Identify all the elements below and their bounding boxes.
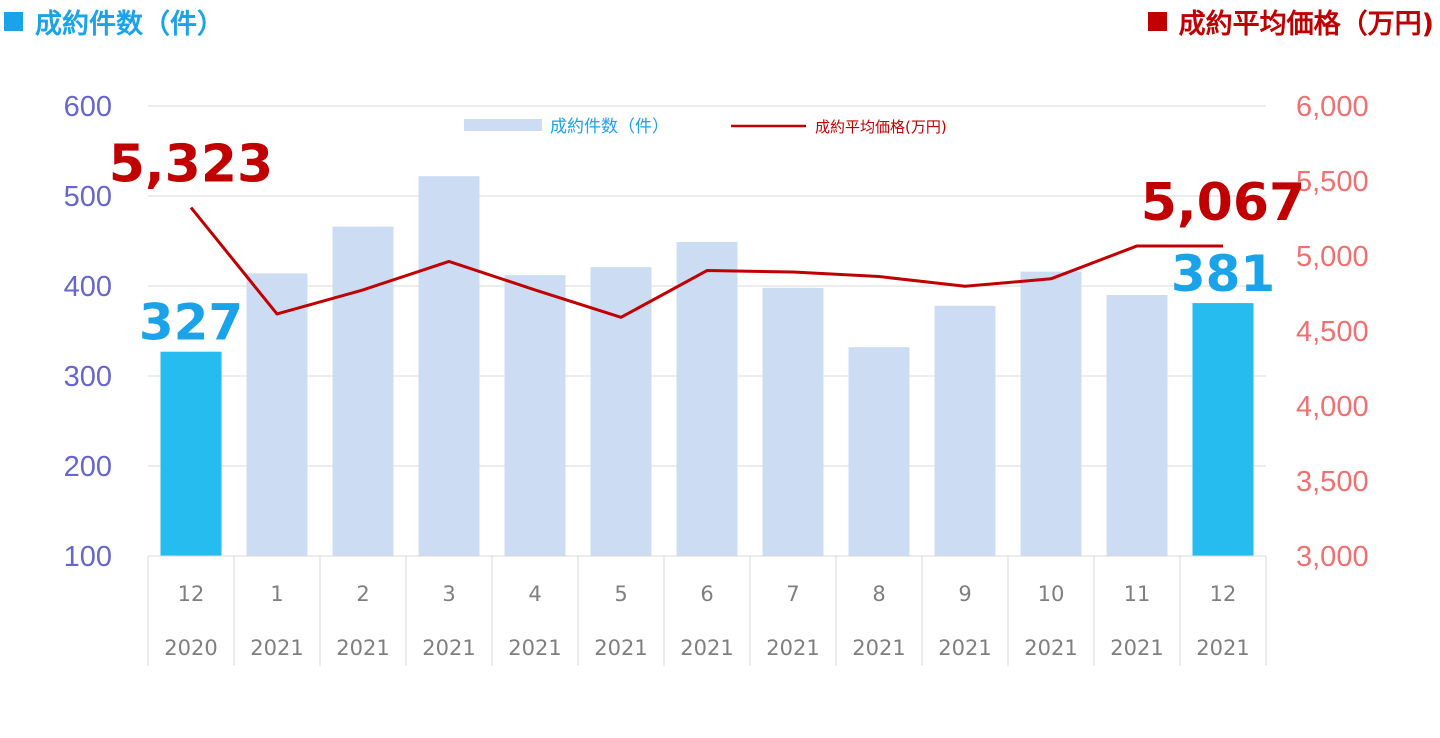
right-tick-label: 6,000 [1296,91,1369,123]
legend-bar-swatch [464,119,542,131]
bar-7 [762,287,824,556]
left-tick-label: 300 [64,361,112,393]
month-label: 11 [1124,582,1151,606]
month-label: 1 [270,582,283,606]
right-tick-label: 4,000 [1296,391,1369,423]
right-tick-label: 5,500 [1296,166,1369,198]
legend-line-label: 成約平均価格(万円) [815,118,947,136]
left-tick-label: 500 [64,181,112,213]
year-label: 2021 [508,636,561,660]
year-label: 2021 [1110,636,1163,660]
category-axis: 12 2020 1 2021 2 2021 3 2021 4 2021 5 2021 6 2021 7 202… [147,555,1267,666]
right-tick-label: 3,000 [1296,541,1369,573]
year-label: 2021 [1024,636,1077,660]
bar-9 [934,305,996,556]
left-axis-title: 成約件数（件） [4,2,224,41]
month-label: 10 [1038,582,1065,606]
year-label: 2021 [336,636,389,660]
legend: 成約件数（件） 成約平均価格(万円) [464,117,947,137]
right-axis-title-text: 成約平均価格（万円) [1178,9,1434,40]
blue-square-icon [4,12,23,31]
year-label: 2021 [938,636,991,660]
month-label: 4 [528,582,541,606]
month-label: 9 [958,582,971,606]
right-axis: 3,000 3,500 4,000 4,500 5,000 5,500 6,000 [1296,91,1369,573]
year-label: 2021 [766,636,819,660]
year-label: 2021 [1196,636,1249,660]
right-tick-label: 5,000 [1296,241,1369,273]
bar-series [160,176,1254,556]
right-tick-label: 3,500 [1296,466,1369,498]
red-square-icon [1147,12,1167,31]
bar-8 [848,347,910,556]
year-label: 2020 [164,636,217,660]
left-tick-label: 400 [64,271,112,303]
right-axis-title: 成約平均価格（万円) [1147,2,1434,41]
bar-4 [504,275,566,556]
month-label: 5 [614,582,627,606]
count-data-label: 327 [139,294,243,352]
month-label: 7 [786,582,799,606]
month-label: 12 [178,582,205,606]
left-tick-label: 100 [64,541,112,573]
bar-3 [418,176,480,556]
right-tick-label: 4,500 [1296,316,1369,348]
month-label: 6 [700,582,713,606]
bar-12 [160,351,222,556]
year-label: 2021 [680,636,733,660]
bar-2 [332,226,394,556]
year-label: 2021 [594,636,647,660]
left-axis: 100 200 300 400 500 600 [64,91,112,573]
bar-10 [1020,271,1082,556]
bar-11 [1106,295,1168,556]
month-label: 12 [1210,582,1237,606]
line-series [189,206,1224,319]
price-data-label: 5,323 [109,135,273,195]
year-label: 2021 [852,636,905,660]
left-axis-title-text: 成約件数（件） [35,9,224,40]
legend-bar-label: 成約件数（件） [550,117,669,137]
month-label: 3 [442,582,455,606]
left-tick-label: 600 [64,91,112,123]
bar-1 [246,273,308,556]
year-label: 2021 [422,636,475,660]
month-label: 2 [356,582,369,606]
bar-6 [676,241,738,556]
bar-12 [1192,303,1254,556]
year-label: 2021 [250,636,303,660]
data-labels: 327 381 5,323 5,067 [109,135,1305,352]
count-data-label: 381 [1171,245,1275,303]
left-tick-label: 200 [64,451,112,483]
bar-5 [590,267,652,556]
price-data-label: 5,067 [1141,173,1305,233]
month-label: 8 [872,582,885,606]
